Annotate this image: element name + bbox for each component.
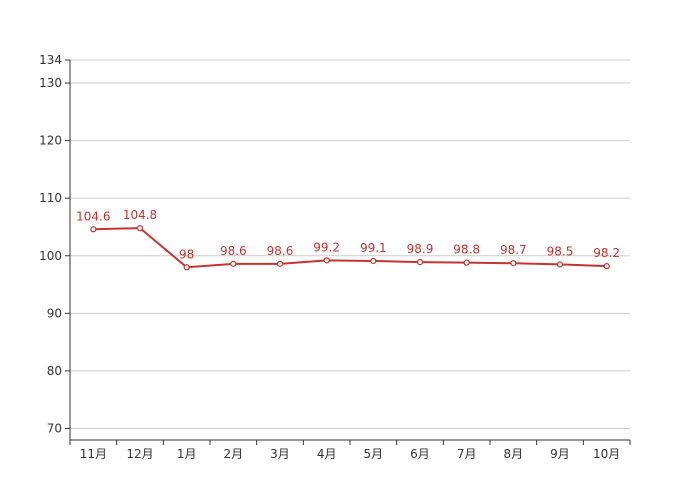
data-label: 98.2 <box>593 246 620 260</box>
data-label: 98.7 <box>500 243 527 257</box>
data-point <box>603 263 610 270</box>
data-point <box>276 260 284 267</box>
x-tick-label: 11月 <box>80 447 107 461</box>
y-tick-label: 80 <box>47 364 62 378</box>
data-point <box>136 225 144 232</box>
series-line <box>93 227 607 269</box>
y-tick-label: 130 <box>39 76 62 90</box>
data-point <box>370 257 377 265</box>
data-label: 104.6 <box>76 209 110 223</box>
grid-layer <box>70 59 630 429</box>
x-tick-label: 2月 <box>224 447 244 461</box>
data-label: 98.6 <box>267 244 294 258</box>
series-layer <box>90 225 610 271</box>
x-tick-label: 5月 <box>364 447 384 461</box>
data-point <box>323 257 330 264</box>
y-tick-label: 110 <box>39 191 62 205</box>
data-point <box>90 226 97 233</box>
x-tick-label: 8月 <box>504 447 524 461</box>
y-tick-label: 70 <box>47 421 62 435</box>
y-tick-label: 134 <box>39 53 62 67</box>
x-tick-label: 3月 <box>270 447 290 461</box>
y-tick-label: 120 <box>39 134 62 148</box>
data-point <box>230 260 237 267</box>
data-point <box>463 259 470 266</box>
x-tick-label: 9月 <box>550 447 570 461</box>
data-label: 98.6 <box>220 244 247 258</box>
label-layer: 104.6 104.8 98 98.6 98.6 99.2 99.1 98.9 98.8 98.7… <box>76 208 620 261</box>
axis-layer: 70 80 90 100 110 120 130 134 11月 12月 1月 2月 3月 4月 5月 6月 7… <box>39 53 631 461</box>
data-label: 99.1 <box>360 241 387 255</box>
x-tick-label: 1月 <box>177 447 197 461</box>
data-label: 104.8 <box>123 208 157 222</box>
x-tick-label: 6月 <box>410 447 430 461</box>
x-tick-label: 10月 <box>593 447 620 461</box>
x-tick-label: 12月 <box>126 447 153 461</box>
x-tick-label: 7月 <box>457 447 477 461</box>
data-label: 98.5 <box>547 244 574 258</box>
data-point <box>510 260 517 267</box>
y-tick-label: 90 <box>47 306 62 320</box>
data-label: 98.8 <box>453 243 480 257</box>
data-label: 98 <box>179 247 194 261</box>
data-point <box>556 261 564 268</box>
y-tick-label: 100 <box>39 249 62 263</box>
data-label: 98.9 <box>407 242 434 256</box>
x-tick-label: 4月 <box>317 447 337 461</box>
data-label: 99.2 <box>313 240 340 254</box>
data-point <box>416 258 424 266</box>
data-point <box>183 264 190 271</box>
